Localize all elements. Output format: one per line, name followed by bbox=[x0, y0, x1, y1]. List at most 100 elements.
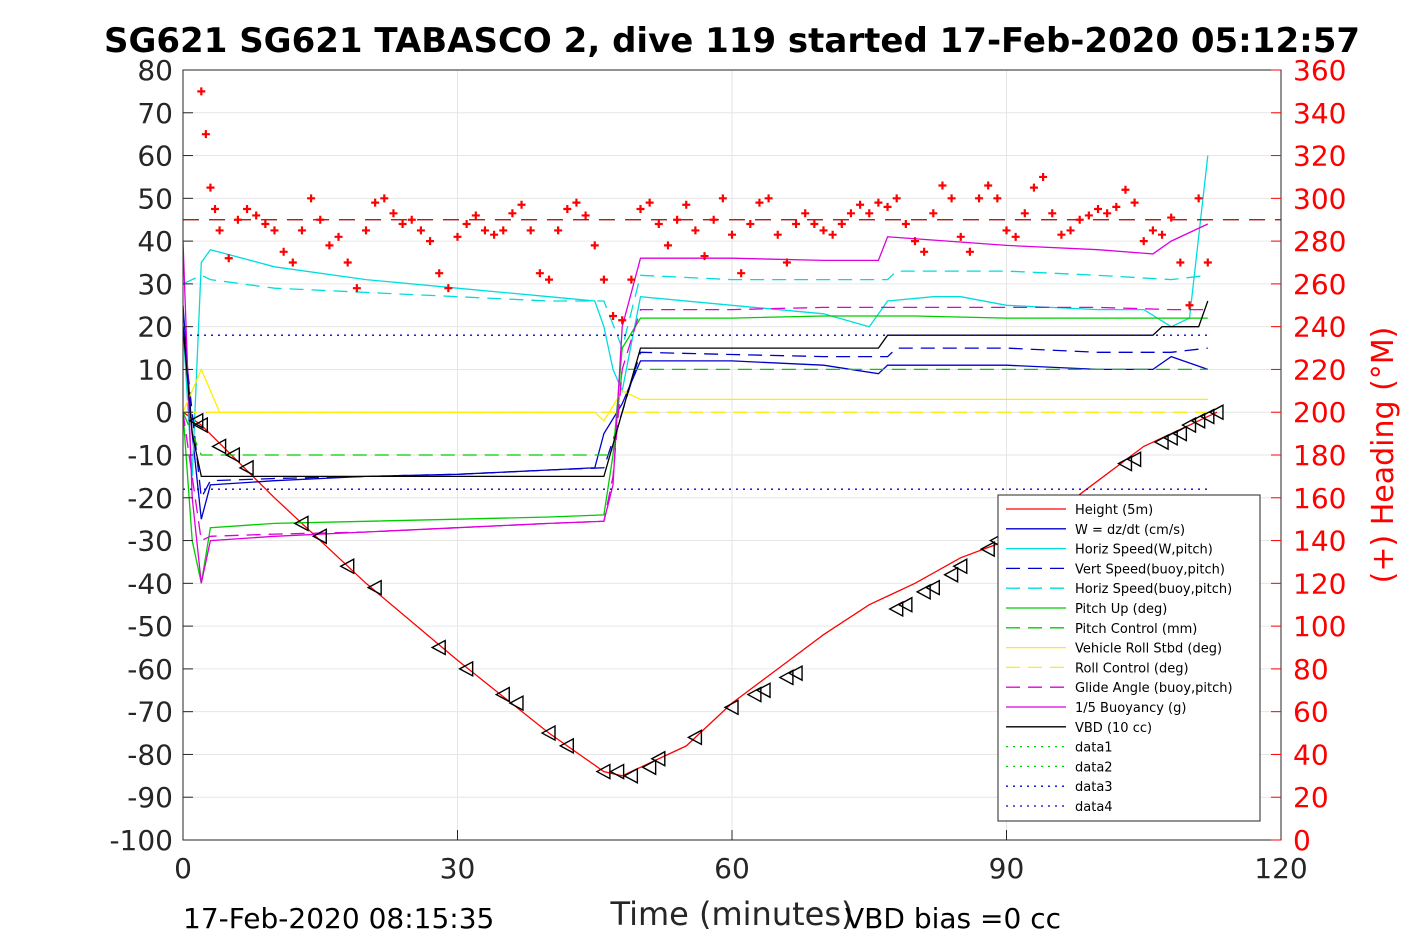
heading-point-20 bbox=[362, 226, 370, 235]
y2-tick-label-2: 320 bbox=[1293, 140, 1346, 173]
heading-point-26 bbox=[416, 226, 425, 235]
y-tick-label-16: -80 bbox=[127, 738, 173, 771]
marker-point-21 bbox=[723, 699, 739, 716]
heading-point-42 bbox=[563, 205, 572, 214]
legend: Height (5m) W = dz/dt (cm/s) Horiz Speed(W… bbox=[997, 494, 1261, 822]
y2-tick-label-15: 60 bbox=[1293, 696, 1329, 729]
heading-layer bbox=[183, 87, 1281, 325]
heading-point-84 bbox=[947, 194, 956, 203]
marker-point-35 bbox=[1126, 451, 1142, 468]
heading-point-106 bbox=[1148, 226, 1157, 235]
heading-point-93 bbox=[1029, 183, 1038, 192]
legend-label-8: Roll Control (deg) bbox=[1075, 661, 1189, 676]
heading-point-51 bbox=[645, 198, 654, 207]
heading-point-28 bbox=[435, 269, 444, 278]
heading-point-49 bbox=[627, 275, 636, 284]
heading-point-34 bbox=[490, 230, 499, 239]
y2-tick-label-10: 160 bbox=[1293, 482, 1346, 515]
heading-point-98 bbox=[1075, 215, 1084, 224]
heading-point-27 bbox=[426, 237, 435, 246]
y2-tick-label-6: 240 bbox=[1293, 311, 1346, 344]
heading-point-108 bbox=[1167, 213, 1176, 222]
marker-point-9 bbox=[430, 639, 446, 656]
heading-point-36 bbox=[508, 209, 517, 218]
marker-point-25 bbox=[787, 664, 803, 682]
legend-label-15: data4 bbox=[1075, 800, 1113, 815]
heading-point-77 bbox=[883, 202, 892, 211]
heading-point-86 bbox=[965, 247, 974, 256]
heading-point-94 bbox=[1039, 172, 1048, 181]
marker-point-19 bbox=[650, 750, 666, 767]
marker-point-22 bbox=[746, 686, 762, 703]
marker-point-36 bbox=[1153, 433, 1169, 451]
chart-title: SG621 SG621 TABASCO 2, dive 119 started … bbox=[104, 21, 1360, 61]
heading-point-70 bbox=[819, 226, 828, 235]
legend-label-12: data1 bbox=[1075, 741, 1113, 756]
marker-point-17 bbox=[622, 767, 639, 785]
heading-point-3 bbox=[211, 205, 220, 214]
heading-point-97 bbox=[1066, 226, 1075, 235]
heading-point-62 bbox=[746, 220, 755, 228]
y-tick-label-1: 70 bbox=[137, 97, 173, 130]
heading-point-25 bbox=[407, 215, 416, 224]
heading-point-57 bbox=[700, 252, 709, 261]
y-tick-label-2: 60 bbox=[137, 140, 173, 173]
heading-point-23 bbox=[389, 209, 398, 218]
heading-point-80 bbox=[911, 237, 919, 246]
y-tick-label-5: 30 bbox=[137, 268, 173, 301]
heading-point-69 bbox=[810, 220, 819, 228]
y2-tick-label-1: 340 bbox=[1293, 97, 1346, 130]
heading-point-52 bbox=[654, 220, 663, 228]
y2-tick-label-5: 260 bbox=[1293, 268, 1346, 301]
legend-label-5: Pitch Up (deg) bbox=[1075, 602, 1167, 617]
heading-point-50 bbox=[636, 205, 645, 214]
y2-tick-label-13: 100 bbox=[1293, 610, 1346, 643]
heading-point-47 bbox=[609, 311, 618, 320]
heading-point-71 bbox=[828, 230, 837, 239]
legend-label-0: Height (5m) bbox=[1075, 503, 1153, 518]
heading-point-99 bbox=[1084, 211, 1093, 220]
y-tick-label-18: -100 bbox=[109, 824, 173, 857]
heading-point-102 bbox=[1112, 202, 1121, 211]
heading-point-112 bbox=[1203, 258, 1212, 267]
heading-point-40 bbox=[545, 275, 553, 284]
series-line-6 bbox=[183, 368, 1208, 456]
heading-point-22 bbox=[380, 194, 389, 203]
y2-axis-label: (+) Heading (°M) bbox=[1366, 327, 1401, 584]
footer-vbd-bias: VBD bias =0 cc bbox=[845, 902, 1061, 935]
marker-point-11 bbox=[494, 686, 510, 703]
heading-point-59 bbox=[718, 194, 727, 203]
legend-label-6: Pitch Control (mm) bbox=[1075, 622, 1197, 637]
x-tick-label-4: 120 bbox=[1254, 852, 1307, 885]
heading-point-45 bbox=[590, 241, 599, 250]
heading-point-90 bbox=[1002, 226, 1011, 235]
y2-tick-label-8: 200 bbox=[1293, 396, 1346, 429]
heading-point-33 bbox=[480, 226, 489, 235]
heading-point-67 bbox=[792, 220, 801, 228]
heading-point-35 bbox=[499, 226, 508, 235]
heading-point-41 bbox=[554, 226, 563, 235]
heading-point-110 bbox=[1185, 301, 1194, 310]
heading-point-66 bbox=[782, 258, 791, 267]
marker-point-12 bbox=[508, 694, 524, 712]
heading-point-1 bbox=[201, 130, 210, 139]
y-tick-label-14: -60 bbox=[127, 653, 173, 686]
y2-axis-ticks: 3603403203002802602402202001801601401201… bbox=[1271, 54, 1346, 857]
legend-label-10: 1/5 Buoyancy (g) bbox=[1075, 701, 1186, 716]
heading-point-79 bbox=[901, 220, 910, 228]
y-tick-label-12: -40 bbox=[127, 567, 173, 600]
heading-point-78 bbox=[892, 194, 901, 203]
heading-point-100 bbox=[1094, 205, 1102, 214]
heading-point-85 bbox=[956, 232, 965, 241]
y-tick-label-15: -70 bbox=[127, 696, 173, 729]
heading-point-64 bbox=[764, 194, 773, 203]
heading-point-74 bbox=[856, 200, 865, 209]
marker-point-7 bbox=[339, 558, 355, 575]
y-tick-label-8: 0 bbox=[155, 396, 173, 429]
series-line-7 bbox=[183, 367, 1208, 422]
heading-point-104 bbox=[1130, 198, 1139, 207]
series-line-1 bbox=[183, 305, 1209, 520]
heading-point-16 bbox=[325, 241, 334, 250]
marker-point-20 bbox=[686, 729, 703, 746]
y2-tick-label-12: 120 bbox=[1293, 567, 1346, 600]
